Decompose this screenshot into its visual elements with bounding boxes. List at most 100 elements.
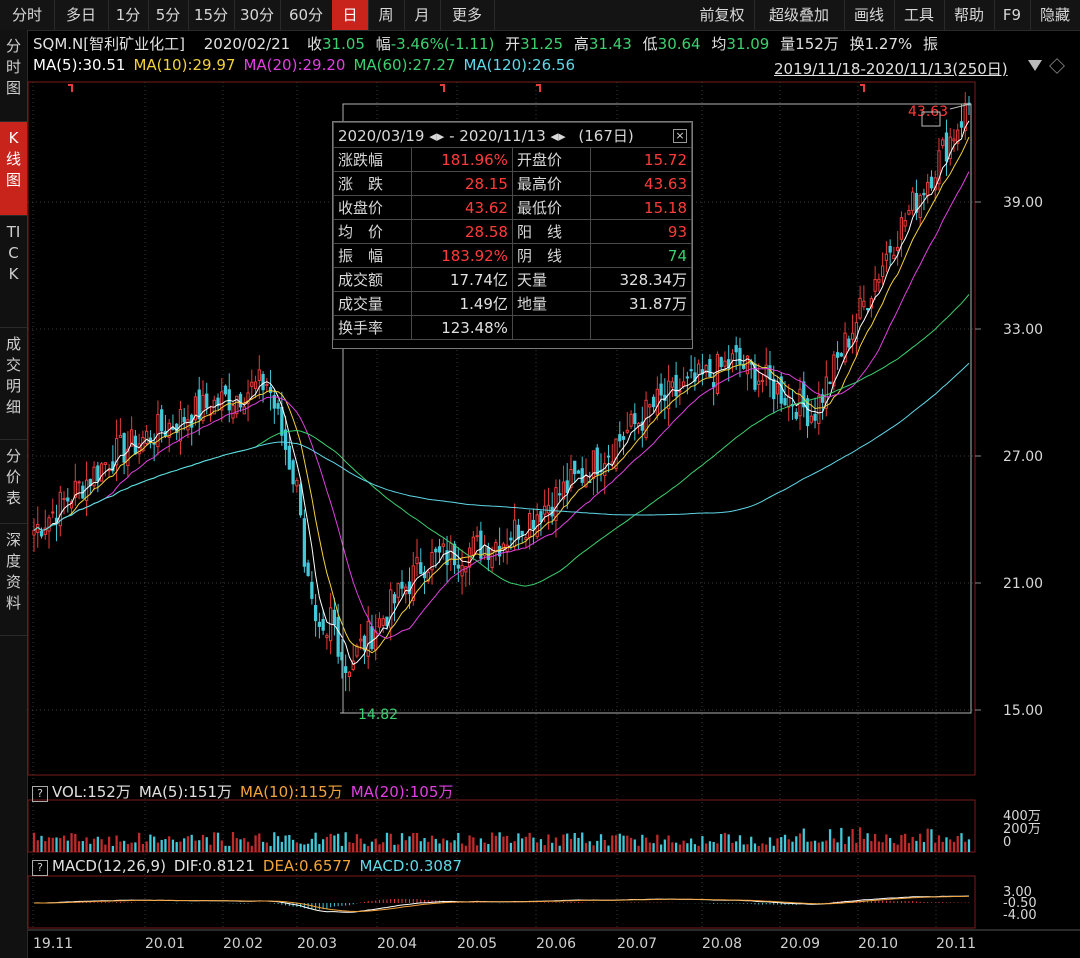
volume-bar xyxy=(370,841,374,852)
macd-legend: ? MACD(12,26,9) DIF:0.8121 DEA:0.6577 MACD:0… xyxy=(32,857,470,876)
volume-bar xyxy=(385,832,389,852)
volume-bar xyxy=(430,835,434,852)
volume-bar xyxy=(813,840,817,852)
help-icon[interactable]: ? xyxy=(32,786,48,802)
volume-bar xyxy=(851,829,854,852)
toolbar-right-btn-4[interactable]: 帮助 xyxy=(944,0,995,30)
toolbar-btn-10[interactable]: 更多 xyxy=(440,0,495,30)
toolbar-btn-6[interactable]: 60分 xyxy=(280,0,333,30)
left-nav-item-2[interactable]: TICK xyxy=(0,216,27,328)
stats-label: 换手率 xyxy=(333,315,412,340)
toolbar-right-btn-2[interactable]: 画线 xyxy=(844,0,895,30)
candle-body xyxy=(614,438,618,470)
toolbar-right-btn-3[interactable]: 工具 xyxy=(894,0,945,30)
volume-bar xyxy=(873,833,877,852)
left-nav-item-4[interactable]: 分价表 xyxy=(0,440,27,524)
volume-bar xyxy=(599,834,603,852)
toolbar-btn-2[interactable]: 1分 xyxy=(108,0,149,30)
toolbar-right-btn-1[interactable]: 超级叠加 xyxy=(754,0,845,30)
candle-body xyxy=(689,369,693,372)
toolbar-btn-0[interactable]: 分时 xyxy=(0,0,55,30)
volume-bar xyxy=(731,842,734,852)
left-nav-item-5[interactable]: 深度资料 xyxy=(0,524,27,636)
toolbar-btn-1[interactable]: 多日 xyxy=(54,0,109,30)
volume-bar xyxy=(438,843,441,852)
candle-body xyxy=(43,527,47,535)
candle-body xyxy=(809,415,813,423)
volume-bar xyxy=(359,838,362,852)
candle-body xyxy=(892,254,896,260)
toolbar-right-btn-5[interactable]: F9 xyxy=(994,0,1031,30)
candle-body xyxy=(261,374,265,391)
candle-body xyxy=(235,395,239,415)
volume-bar xyxy=(322,839,325,852)
candle-body xyxy=(584,475,588,488)
volume-bar xyxy=(667,835,670,852)
candle-body xyxy=(501,543,506,550)
left-nav-item-3[interactable]: 成交明细 xyxy=(0,328,27,440)
stats-value: 28.15 xyxy=(410,171,513,196)
toolbar-btn-9[interactable]: 月 xyxy=(404,0,441,30)
candle-body xyxy=(366,621,370,657)
candle-body xyxy=(817,395,821,425)
volume-bar xyxy=(922,842,926,852)
help-icon[interactable]: ? xyxy=(32,860,48,876)
stats-label: 最高价 xyxy=(511,171,591,196)
volume-bar xyxy=(806,841,809,852)
candle-body xyxy=(621,436,626,440)
date-range-label[interactable]: 2019/11/18-2020/11/13(250日) xyxy=(774,60,1008,78)
candle-body xyxy=(287,445,291,470)
vol-tick-label: 400万 xyxy=(1003,809,1041,824)
candle-body xyxy=(580,468,584,483)
volume-bar xyxy=(573,833,576,852)
arrows-icon[interactable]: ◂▸ xyxy=(550,126,566,145)
volume-bar xyxy=(885,834,888,852)
left-nav-item-0[interactable]: 分时图 xyxy=(0,30,27,122)
volume-bar xyxy=(941,841,944,852)
volume-bar xyxy=(776,838,779,852)
stats-start-date: 2020/03/19 xyxy=(338,126,425,145)
candle-body xyxy=(362,635,367,651)
maline-item: MA(60):27.27 xyxy=(353,56,456,74)
volume-bar xyxy=(603,840,606,852)
candle-body xyxy=(422,571,427,579)
left-nav-label: TICK xyxy=(6,223,21,283)
chevron-down-icon[interactable] xyxy=(1028,60,1042,71)
toolbar-btn-7[interactable]: 日 xyxy=(332,0,369,30)
toolbar-right-btn-0[interactable]: 前复权 xyxy=(690,0,755,30)
volume-bar xyxy=(228,845,231,852)
candle-body xyxy=(400,581,404,589)
toolbar-btn-3[interactable]: 5分 xyxy=(148,0,189,30)
volume-bar xyxy=(892,842,896,852)
candle-body xyxy=(704,364,708,374)
volume-bar xyxy=(490,832,494,852)
volume-bar xyxy=(92,838,96,852)
volume-bar xyxy=(303,844,306,852)
toolbar-btn-4[interactable]: 15分 xyxy=(188,0,235,30)
toolbar-btn-5[interactable]: 30分 xyxy=(234,0,281,30)
volume-bar xyxy=(190,834,193,852)
arrows-icon[interactable]: ◂▸ xyxy=(429,126,445,145)
close-icon[interactable]: × xyxy=(673,128,687,143)
candle-body xyxy=(156,414,160,448)
settings-icon[interactable] xyxy=(1049,58,1065,74)
volume-bar xyxy=(198,840,201,852)
candle-body xyxy=(929,176,934,189)
volume-bar xyxy=(36,840,39,852)
close-label: 收 xyxy=(307,35,323,53)
toolbar-btn-8[interactable]: 周 xyxy=(368,0,405,30)
toolbar-right-btn-6[interactable]: 隐藏 xyxy=(1030,0,1080,30)
volume-bar xyxy=(96,836,99,852)
vol-panel-border xyxy=(27,799,976,853)
ma-line-MA5 xyxy=(33,120,970,666)
macd-tick-label: -4.00 xyxy=(1003,908,1037,923)
left-nav-item-1[interactable]: K线图 xyxy=(0,122,27,216)
stats-end-date: 2020/11/13 xyxy=(459,126,546,145)
candle-body xyxy=(651,396,656,408)
candle-body xyxy=(445,550,449,566)
chart-canvas[interactable]: 19.11 20.01 20.02 20.03 20.04 20.05 20.06 20.07… xyxy=(27,78,1080,958)
stats-label: 收盘价 xyxy=(333,195,412,220)
candle-body xyxy=(959,121,964,128)
volume-bar xyxy=(949,839,952,852)
volume-bar xyxy=(269,845,272,852)
